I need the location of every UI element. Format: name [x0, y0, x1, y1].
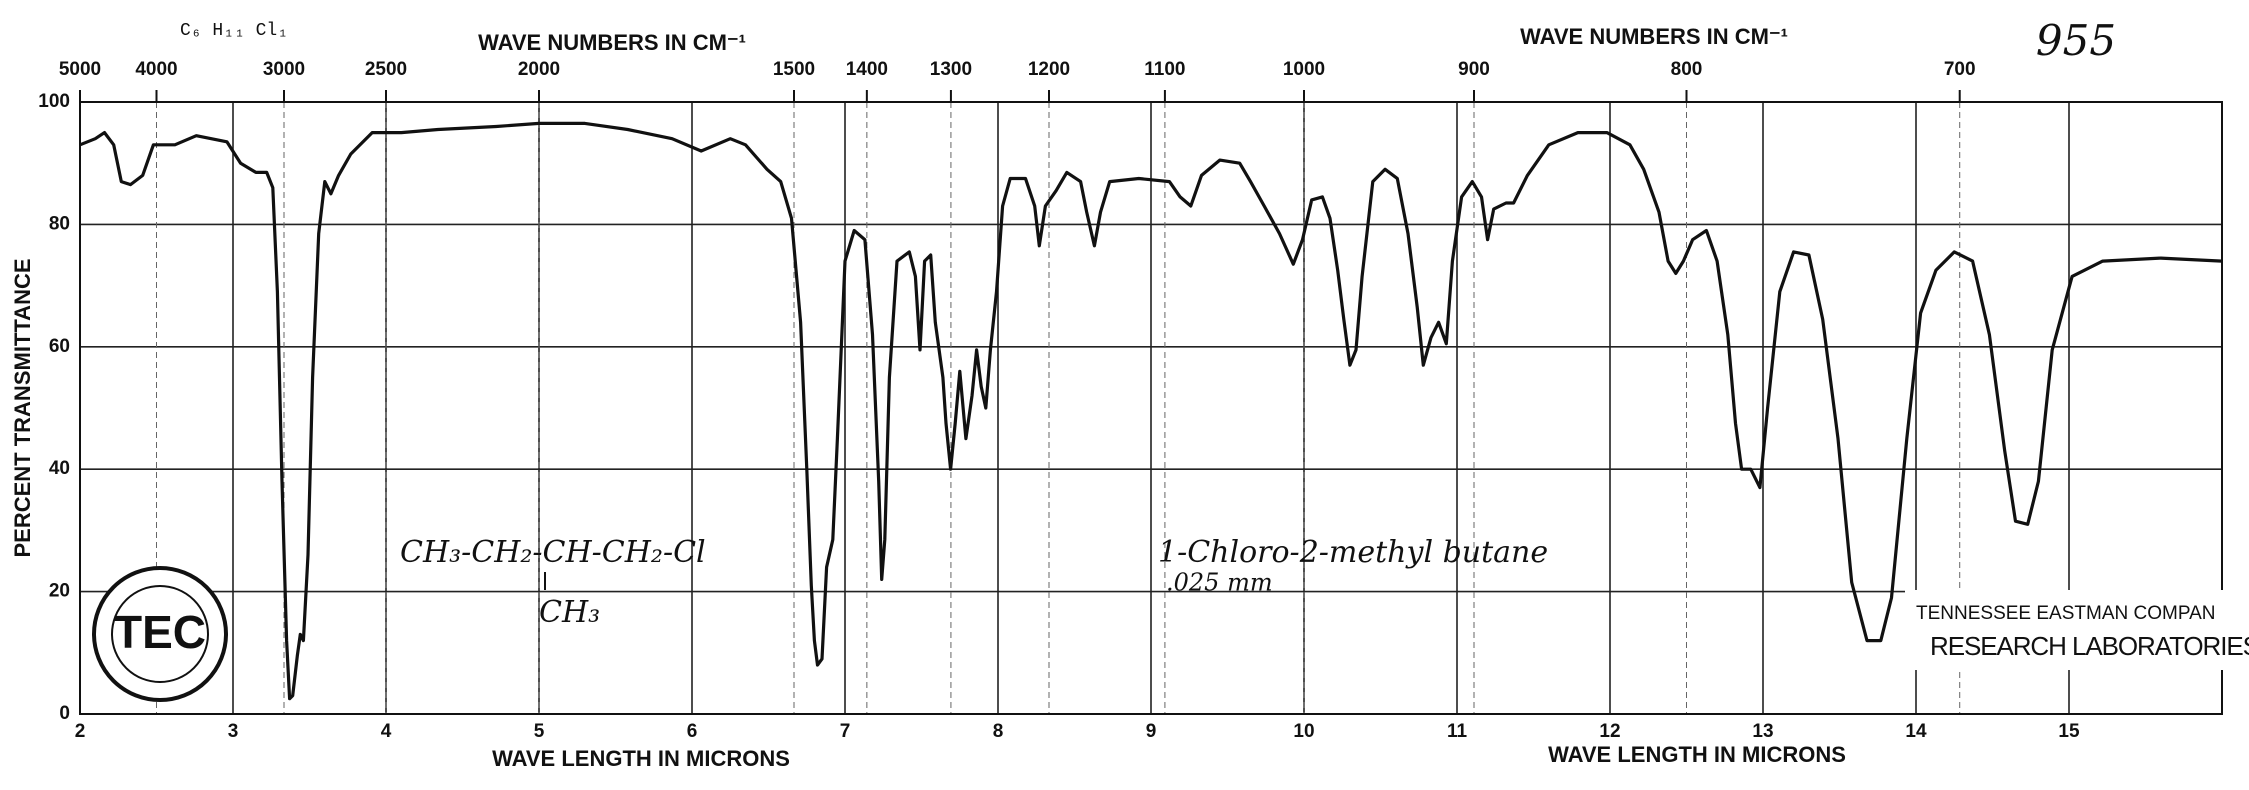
plot-frame — [79, 101, 2223, 715]
sheet-number: 955 — [2036, 16, 2116, 65]
top-tick-label: 900 — [1458, 59, 1490, 80]
y-tick-label: 60 — [49, 336, 70, 357]
x-tick-label: 8 — [993, 721, 1004, 742]
y-tick-label: 20 — [49, 581, 70, 602]
compound-name: 1-Chloro-2-methyl butane — [1158, 535, 1548, 570]
top-tick-label: 1300 — [930, 59, 972, 80]
y-tick-label: 40 — [49, 458, 70, 479]
top-tick-label: 800 — [1671, 59, 1703, 80]
top-tick-label: 2000 — [518, 59, 560, 80]
x-axis-title: WAVE LENGTH IN MICRONS — [492, 746, 790, 771]
y-tick-label: 80 — [49, 213, 70, 234]
company: TENNESSEE EASTMAN COMPAN — [1916, 603, 2215, 624]
lab-name: RESEARCH LABORATORIES — [1930, 631, 2249, 661]
y-tick-label: 100 — [38, 91, 70, 112]
spectrum-line — [79, 121, 2223, 701]
x-tick-label: 13 — [1752, 721, 1773, 742]
logo-ring — [111, 585, 209, 683]
logo: TEC — [92, 566, 228, 702]
x-tick-label: 9 — [1146, 721, 1157, 742]
plot-area — [79, 121, 2223, 701]
top-tick-label: 1400 — [846, 59, 888, 80]
x-tick-label: 6 — [687, 721, 698, 742]
x-tick-label: 3 — [228, 721, 239, 742]
formula: C₆ H₁₁ Cl₁ — [180, 21, 288, 41]
top-tick-label: 1200 — [1028, 59, 1070, 80]
top-tick-label: 4000 — [135, 59, 177, 80]
x-tick-label: 4 — [381, 721, 392, 742]
x-tick-label: 12 — [1599, 721, 1620, 742]
x-tick-label: 11 — [1447, 721, 1468, 742]
top-axis-title: WAVE NUMBERS IN CM⁻¹ — [1520, 24, 1788, 49]
stamp-box — [1905, 590, 2249, 670]
top-tick-label: 1500 — [773, 59, 815, 80]
top-tick-label: 2500 — [365, 59, 407, 80]
x-tick-label: 15 — [2058, 721, 2080, 742]
thickness: .025 mm — [1166, 569, 1273, 597]
x-tick-label: 5 — [534, 721, 545, 742]
structure-branch: CH₃ — [539, 595, 600, 630]
top-tick-label: 1000 — [1283, 59, 1325, 80]
x-tick-label: 14 — [1905, 721, 1927, 742]
x-tick-label: 2 — [75, 721, 86, 742]
top-tick-label: 700 — [1944, 59, 1976, 80]
top-axis-title: WAVE NUMBERS IN CM⁻¹ — [478, 30, 746, 55]
top-tick-label: 5000 — [59, 59, 101, 80]
top-tick-label: 1100 — [1144, 59, 1185, 80]
y-tick-label: 0 — [59, 703, 70, 724]
top-tick-label: 3000 — [263, 59, 305, 80]
x-axis-title: WAVE LENGTH IN MICRONS — [1548, 742, 1846, 767]
logo-text: TEC — [114, 606, 206, 658]
y-axis-title: PERCENT TRANSMITTANCE — [10, 258, 35, 557]
x-tick-label: 10 — [1293, 721, 1314, 742]
x-tick-label: 7 — [840, 721, 851, 742]
structure: CH₃-CH₂-CH-CH₂-Cl — [400, 535, 706, 570]
